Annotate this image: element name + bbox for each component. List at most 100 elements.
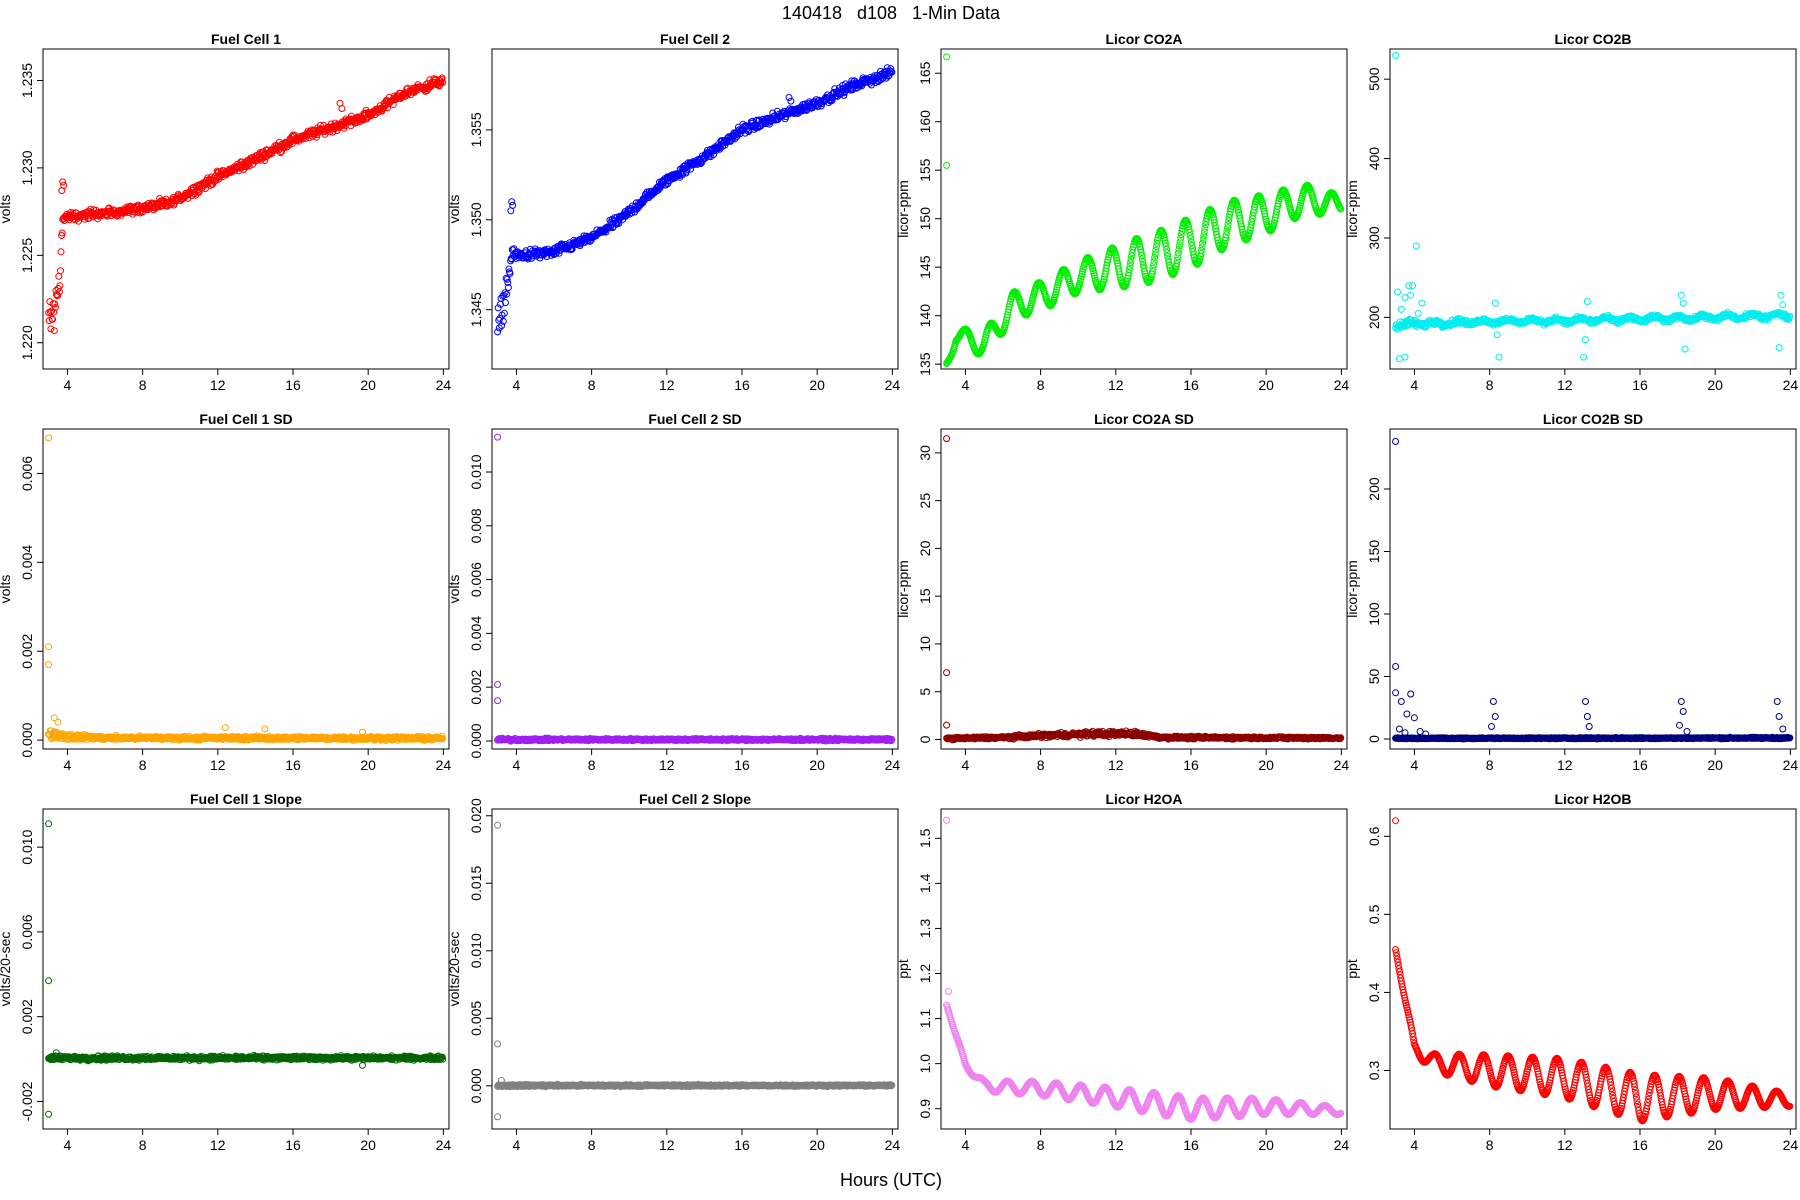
x-tick-label: 8	[588, 757, 596, 773]
data-point	[438, 74, 446, 82]
y-tick-label: 150	[917, 207, 933, 231]
data-point	[1397, 305, 1405, 313]
x-tick-label: 16	[734, 377, 750, 393]
y-tick-label: 1.355	[468, 112, 484, 147]
data-point	[555, 249, 563, 257]
panel-title: Licor CO2B	[1554, 31, 1631, 47]
x-axis: 4 8 12 16 20 24	[64, 369, 451, 393]
data-point	[52, 287, 60, 294]
y-tick-label: 0.004	[19, 545, 35, 580]
data-point	[1779, 301, 1787, 309]
x-tick-label: 16	[285, 377, 301, 393]
x-tick-label: 20	[809, 757, 825, 773]
x-tick-label: 12	[210, 377, 226, 393]
data-point	[54, 718, 62, 726]
x-tick-label: 8	[1037, 377, 1045, 393]
data-points	[1392, 51, 1794, 363]
x-tick-label: 24	[885, 757, 901, 773]
y-axis: 1.220 1.225 1.230 1.235	[19, 63, 43, 360]
data-point	[439, 78, 447, 86]
data-point	[154, 203, 161, 211]
y-tick-label: 1.235	[19, 63, 35, 98]
y-tick-label: 1.225	[19, 238, 35, 273]
data-point	[45, 643, 53, 651]
x-tick-label: 4	[513, 757, 521, 773]
y-tick-label: 200	[1366, 305, 1382, 329]
y-axis-label: licor-ppm	[895, 560, 911, 618]
data-points	[45, 434, 447, 745]
data-point	[278, 148, 285, 156]
y-axis-label: volts	[446, 195, 462, 224]
panel-title: Licor CO2A SD	[1094, 411, 1194, 427]
panel-title: Fuel Cell 2 SD	[648, 411, 741, 427]
y-tick-label: 0.002	[468, 669, 484, 704]
y-tick-label: 0.000	[19, 722, 35, 757]
y-tick-label: 500	[1366, 67, 1382, 91]
data-point	[57, 267, 64, 275]
x-tick-label: 20	[1707, 377, 1723, 393]
data-point	[1401, 294, 1409, 301]
data-point	[1495, 353, 1503, 361]
data-point	[943, 161, 951, 169]
data-point	[1414, 309, 1422, 317]
x-axis: 4 8 12 16 20 24	[513, 749, 901, 773]
data-point	[501, 289, 509, 297]
x-tick-label: 12	[1557, 377, 1573, 393]
data-point	[1491, 299, 1499, 307]
data-point	[504, 279, 512, 286]
plot-frame	[491, 428, 899, 750]
x-tick-label: 12	[210, 757, 226, 773]
data-point	[56, 282, 64, 290]
y-tick-label: 1.230	[19, 150, 35, 185]
data-point	[1493, 331, 1501, 339]
y-tick-label: 0.008	[468, 508, 484, 543]
panel-title: Fuel Cell 1 SD	[199, 411, 292, 427]
plot-frame	[42, 48, 450, 370]
data-point	[1582, 336, 1589, 344]
data-point	[1392, 51, 1400, 59]
x-tick-label: 24	[1334, 377, 1350, 393]
data-point	[47, 325, 55, 333]
panel-title: Licor CO2A	[1105, 31, 1182, 47]
data-point	[498, 322, 506, 330]
data-point	[503, 275, 511, 283]
data-point	[50, 327, 58, 335]
y-tick-label: 1.220	[19, 325, 35, 360]
y-tick-label: 0.006	[468, 562, 484, 597]
figure-title: 140418 d108 1-Min Data	[782, 3, 1001, 23]
data-point	[1407, 291, 1415, 299]
y-tick-label: 155	[917, 158, 933, 182]
data-point	[1775, 344, 1783, 352]
data-point	[1777, 291, 1785, 299]
data-point	[500, 309, 508, 317]
y-tick-label: 0.010	[468, 454, 484, 489]
data-point	[60, 181, 68, 189]
y-tick-label: 0.002	[19, 633, 35, 668]
data-point	[49, 315, 57, 323]
plot-frame	[42, 428, 450, 750]
data-point	[46, 308, 54, 316]
y-tick-label: 0.004	[468, 616, 484, 651]
y-tick-label: 135	[917, 352, 933, 376]
data-point	[494, 697, 502, 705]
data-point	[54, 292, 62, 299]
y-tick-label: 300	[1366, 226, 1382, 250]
data-point	[495, 324, 503, 332]
figure-x-axis-label: Hours (UTC)	[840, 1170, 942, 1190]
data-point	[505, 265, 513, 273]
y-tick-label: 1.350	[468, 202, 484, 237]
data-point	[509, 201, 517, 209]
y-axis-label: licor-ppm	[1344, 180, 1360, 238]
y-tick-label: 1.345	[468, 292, 484, 327]
x-tick-label: 24	[1783, 377, 1799, 393]
data-point	[261, 725, 269, 733]
y-tick-label: 160	[917, 110, 933, 134]
